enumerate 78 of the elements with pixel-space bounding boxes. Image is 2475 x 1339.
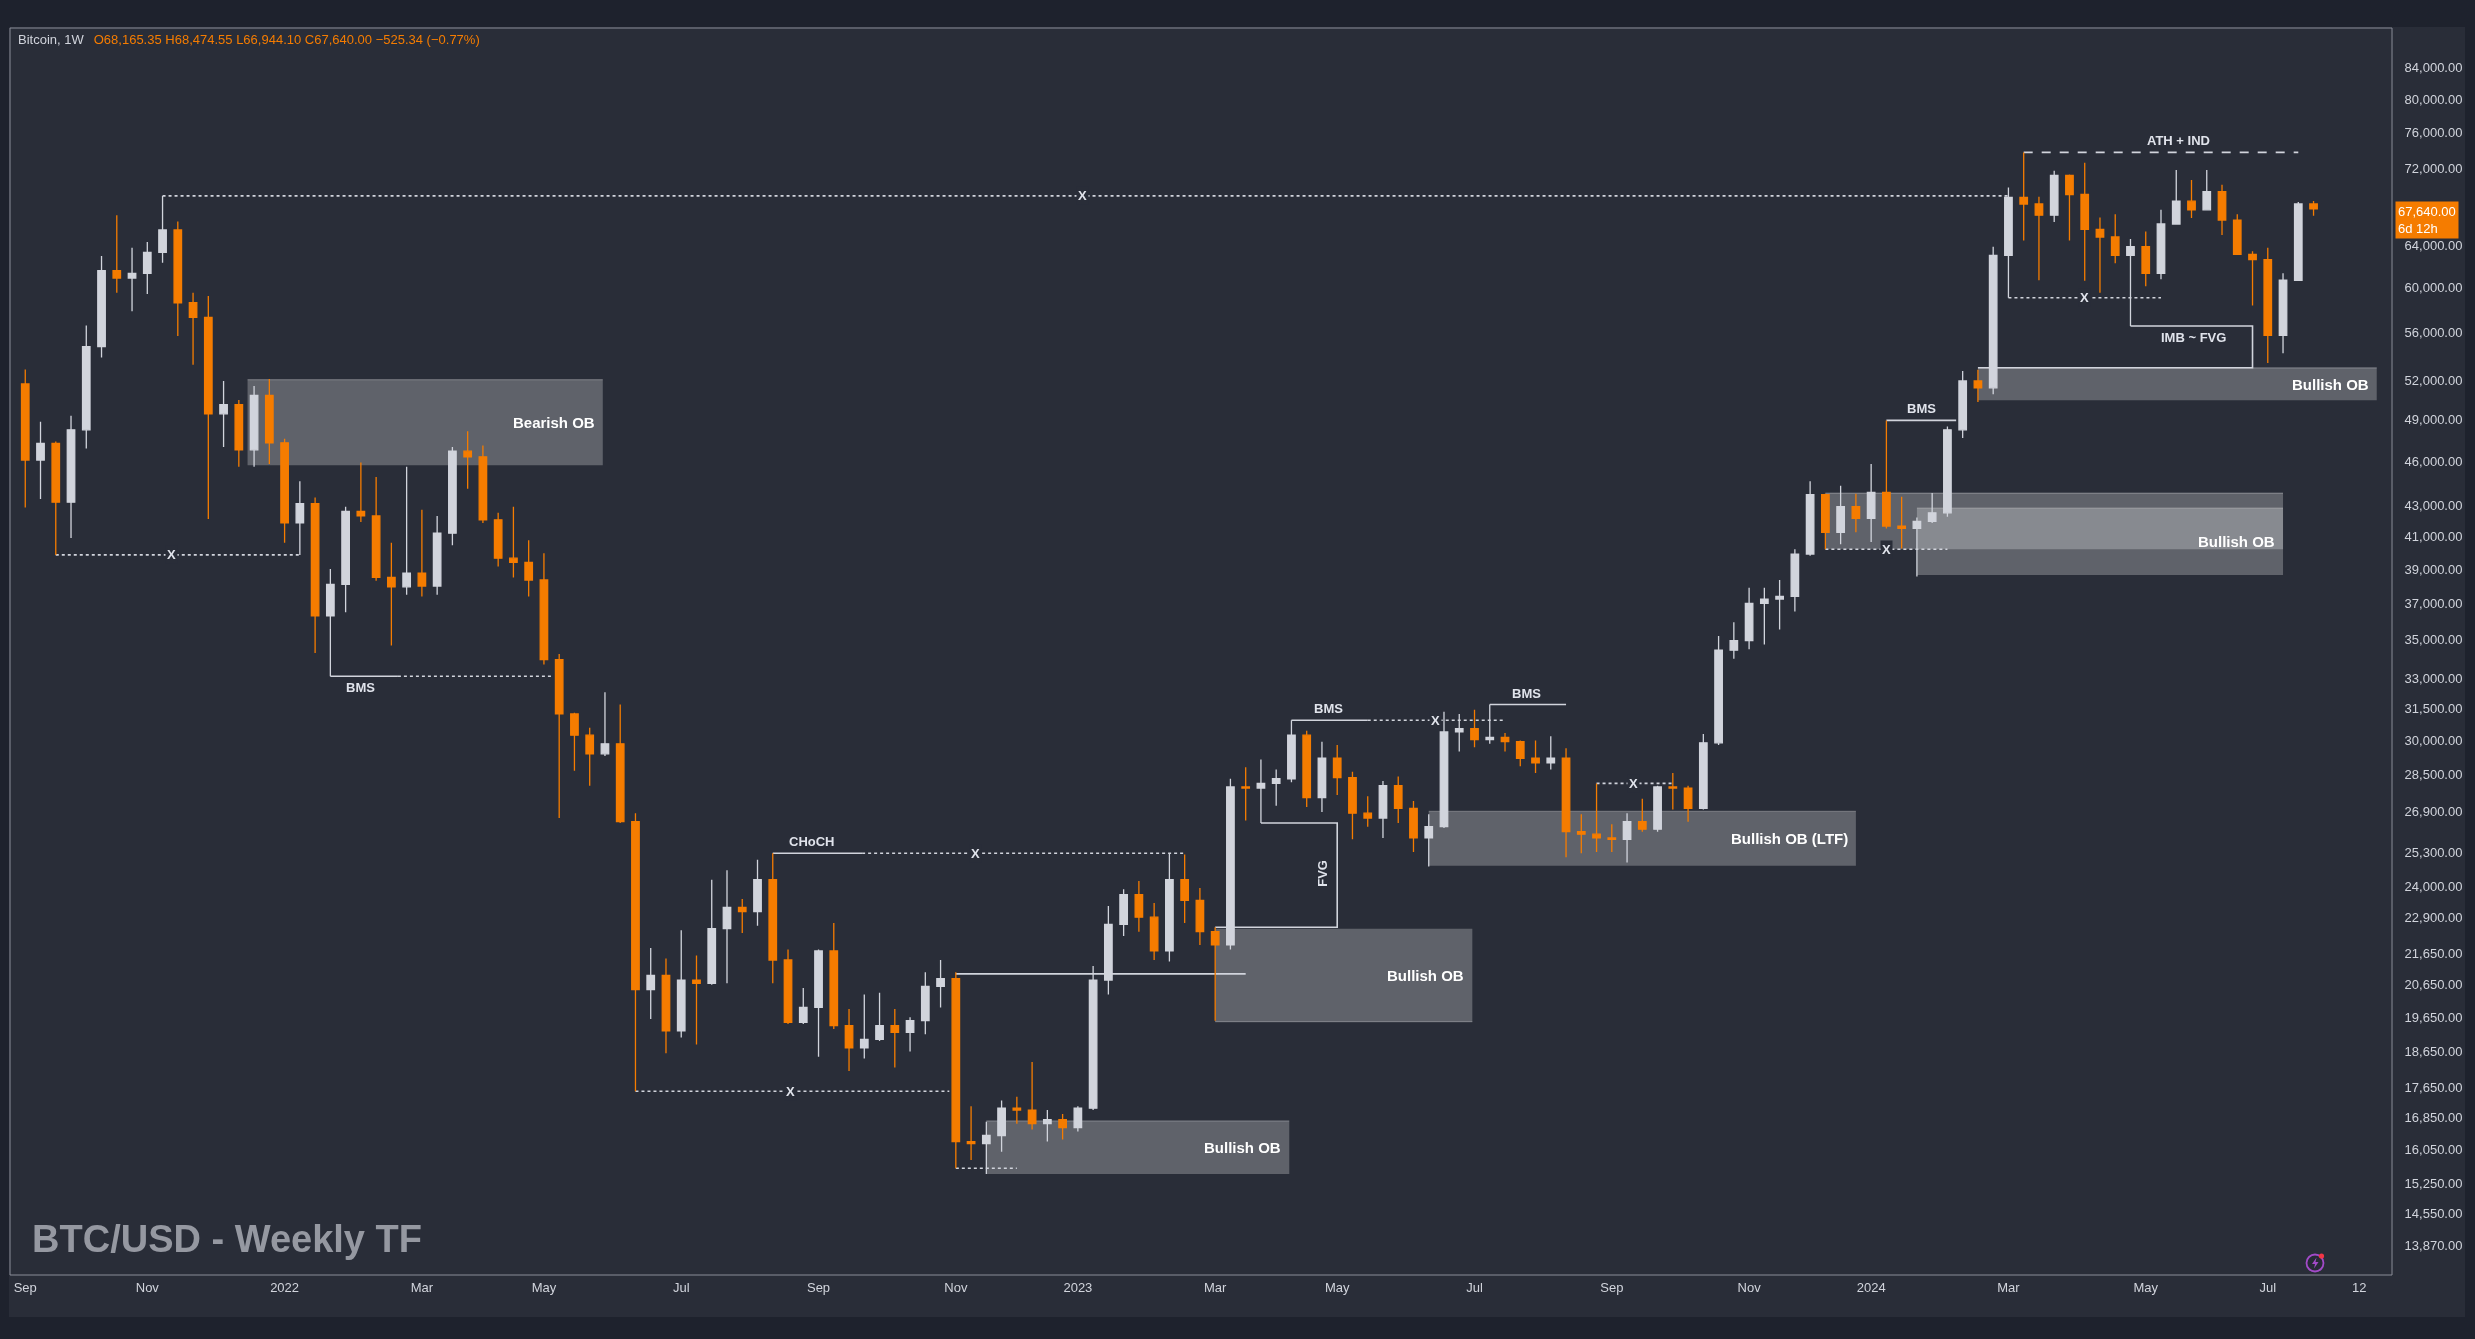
annotation: BMS: [346, 680, 376, 695]
text: Bearish OB: [513, 414, 595, 431]
annotation: X: [2080, 290, 2089, 305]
y-tick-label: 80,000.00: [2404, 91, 2463, 107]
y-tick-label: 76,000.00: [2404, 125, 2463, 141]
x-tick-label: May: [2133, 1279, 2159, 1295]
annotation: X: [167, 547, 176, 562]
x-tick-label: Jul: [672, 1279, 690, 1295]
annotation: X: [1078, 188, 1087, 203]
series-label: Bullish OB (LTF): [1731, 830, 1849, 847]
y-tick-label: 24,000.00: [2404, 879, 2463, 895]
y-tick-label: 84,000.00: [2404, 59, 2463, 75]
annotation: ATH + IND: [2147, 133, 2210, 148]
y-tick-label: 21,650.00: [2404, 946, 2463, 962]
annotation: X: [1882, 542, 1891, 557]
x-tick-label: Mar: [410, 1279, 434, 1295]
annotation: X: [971, 846, 980, 861]
annotation: CHoCH: [789, 834, 835, 849]
x-tick-label: Mar: [1203, 1279, 1228, 1295]
y-tick-label: 56,000.00: [2404, 324, 2463, 340]
y-tick-label: 16,850.00: [2404, 1110, 2463, 1126]
x-tick-label: 2022: [270, 1279, 300, 1295]
y-tick-label: 49,000.00: [2404, 412, 2463, 428]
y-tick-label: 64,000.00: [2404, 237, 2463, 253]
y-tick-label: 72,000.00: [2404, 160, 2463, 176]
y-tick-label: 13,870.00: [2404, 1237, 2463, 1253]
y-tick-label: 52,000.00: [2404, 373, 2463, 389]
x-tick-label: May: [1324, 1279, 1350, 1295]
y-tick-label: 31,500.00: [2404, 701, 2463, 717]
x-tick-label: 2023: [1063, 1279, 1093, 1295]
x-tick-label: Jul: [2259, 1279, 2277, 1295]
y-tick-label: 17,650.00: [2404, 1080, 2463, 1096]
y-tick-label: 43,000.00: [2404, 497, 2463, 513]
series-label: Bullish OB: [1204, 1139, 1281, 1156]
y-tick-label: 16,050.00: [2404, 1142, 2463, 1158]
x-tick-label: May: [531, 1279, 557, 1295]
y-tick-label: 33,000.00: [2404, 670, 2463, 686]
y-tick-label: 18,650.00: [2404, 1044, 2463, 1059]
x-tick-label: Sep: [1600, 1279, 1624, 1295]
y-tick-label: 39,000.00: [2404, 561, 2463, 577]
x-tick-label: 2024: [1856, 1279, 1886, 1295]
y-tick-label: 19,650.00: [2404, 1009, 2463, 1025]
x-tick-label: Sep: [13, 1279, 37, 1295]
x-tick-label: 12: [2352, 1279, 2367, 1295]
y-tick-label: 46,000.00: [2404, 453, 2463, 469]
annotation: O68,165.35 H68,474.55 L66,944.10 C67,640.00 −525.34 (−0.77%): [93, 32, 480, 47]
y-tick-label: 60,000.00: [2404, 279, 2463, 295]
annotation: BMS: [1907, 401, 1937, 416]
text: 67,640.00 6d 12h: [2398, 204, 2456, 236]
y-tick-label: 30,000.00: [2404, 733, 2463, 749]
y-tick-label: 20,650.00: [2404, 977, 2463, 993]
series-label: Bullish OB: [2198, 533, 2275, 550]
annotation: BMS: [1314, 701, 1344, 716]
x-tick-label: Nov: [135, 1279, 160, 1295]
y-tick-label: 26,900.00: [2404, 804, 2463, 820]
text: Bullish OB: [1387, 967, 1464, 984]
chart-subtitle: Bitcoin, 1W: [18, 32, 84, 47]
y-tick-label: 22,900.00: [2404, 909, 2463, 925]
x-tick-label: Sep: [806, 1279, 831, 1295]
annotation: IMB ~ FVG: [2161, 330, 2227, 345]
x-tick-label: Mar: [1997, 1279, 2021, 1295]
text: BTC/USD - Weekly TF: [32, 1218, 423, 1261]
y-tick-label: 15,250.00: [2404, 1175, 2463, 1191]
x-tick-label: Nov: [944, 1279, 968, 1295]
annotation: X: [786, 1084, 795, 1099]
annotation: FVG: [1314, 860, 1330, 887]
y-tick-label: 28,500.00: [2404, 766, 2463, 782]
x-tick-label: Nov: [1737, 1279, 1762, 1295]
y-tick-label: 37,000.00: [2404, 596, 2463, 611]
annotation: X: [1431, 713, 1440, 728]
y-tick-label: 35,000.00: [2404, 632, 2463, 648]
annotation: X: [1629, 776, 1638, 791]
y-tick-label: 41,000.00: [2404, 528, 2463, 544]
y-tick-label: 14,550.00: [2404, 1206, 2463, 1222]
x-tick-label: Jul: [1466, 1279, 1483, 1295]
y-tick-label: 25,300.00: [2404, 844, 2463, 860]
annotation: BMS: [1512, 686, 1542, 701]
series-label: Bullish OB: [2292, 376, 2369, 393]
